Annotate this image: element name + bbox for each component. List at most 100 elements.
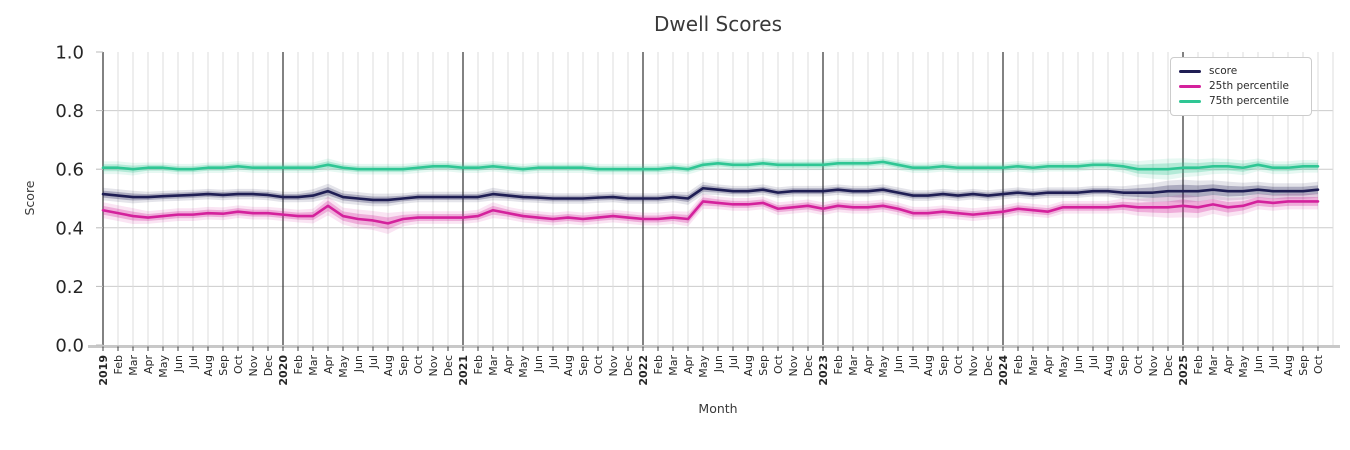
x-tick-label: Nov	[607, 355, 620, 377]
x-tick-label: Mar	[307, 355, 320, 376]
x-tick-label: Dec	[802, 355, 815, 376]
series-lines	[101, 160, 1320, 225]
x-tick-label: May	[157, 355, 170, 378]
x-tick-label: Jun	[1252, 355, 1265, 373]
p75-line-swatch	[1179, 100, 1201, 103]
x-axis-label: Month	[698, 401, 738, 416]
x-tick-label: Nov	[787, 355, 800, 377]
confidence-band-outer	[103, 193, 1318, 234]
legend: score 25th percentile 75th percentile	[1170, 57, 1312, 116]
x-tick-label: Jun	[352, 355, 365, 373]
x-tick-label: Aug	[1282, 355, 1295, 376]
x-tick-label: Jul	[907, 355, 920, 369]
x-tick-label: Apr	[862, 355, 875, 375]
x-tick-label: Mar	[1207, 355, 1220, 376]
x-tick-label: Feb	[292, 355, 305, 374]
x-tick-label: Jul	[727, 355, 740, 369]
x-tick-label: Apr	[142, 355, 155, 375]
x-tick-label: Sep	[1297, 355, 1310, 376]
p25-line-swatch	[1179, 85, 1201, 88]
x-tick-label: Jul	[1087, 355, 1100, 369]
y-tick-label: 0.6	[55, 160, 84, 181]
x-tick-label: Aug	[382, 355, 395, 376]
x-tick-label: Apr	[1042, 355, 1055, 375]
x-axis-ticks: 2019 Feb Mar Apr May Jun Jul Aug Sep Oct Nov Dec 202…	[97, 346, 1325, 386]
x-tick-label: Oct	[592, 354, 605, 374]
x-tick-label: Aug	[562, 355, 575, 376]
x-tick-label: Apr	[682, 355, 695, 375]
x-tick-label: Mar	[1027, 355, 1040, 376]
y-tick-label: 0.4	[55, 218, 84, 239]
series-line-25th-percentile	[101, 200, 1320, 225]
x-tick-label: May	[517, 355, 530, 378]
legend-label: 25th percentile	[1209, 80, 1289, 92]
y-axis-ticks: 0.0 0.2 0.4 0.6 0.8 1.0	[55, 43, 103, 357]
y-tick-label: 1.0	[55, 43, 84, 64]
x-tick-label: Oct	[772, 354, 785, 374]
x-tick-label: Jul	[547, 355, 560, 369]
x-tick-label: Mar	[667, 355, 680, 376]
confidence-band-inner	[103, 197, 1318, 230]
x-tick-label: Mar	[127, 355, 140, 376]
confidence-band-outer	[103, 179, 1318, 207]
x-tick-label: May	[697, 355, 710, 378]
legend-label: score	[1209, 65, 1238, 77]
x-tick-label: Oct	[1312, 354, 1325, 374]
x-tick-label: Feb	[652, 355, 665, 374]
x-tick-label: Mar	[487, 355, 500, 376]
y-tick-label: 0.8	[55, 101, 84, 122]
x-tick-label: Aug	[742, 355, 755, 376]
x-tick-label: Aug	[202, 355, 215, 376]
x-tick-label: Dec	[982, 355, 995, 376]
x-tick-label: Nov	[967, 355, 980, 377]
x-tick-label: Dec	[442, 355, 455, 376]
x-tick-label: Feb	[832, 355, 845, 374]
x-tick-label: Jun	[712, 355, 725, 373]
x-tick-label: May	[1237, 355, 1250, 378]
x-tick-label: Apr	[1222, 355, 1235, 375]
x-tick-label: Oct	[1132, 354, 1145, 374]
x-tick-label: May	[1057, 355, 1070, 378]
legend-item-75th-percentile: 75th percentile	[1179, 94, 1303, 109]
x-tick-label: Feb	[112, 355, 125, 374]
series-line-score	[101, 186, 1320, 202]
x-tick-label: Jul	[187, 355, 200, 369]
grid-layer	[88, 52, 1340, 348]
confidence-band-inner	[103, 158, 1318, 176]
x-tick-label: Jun	[532, 355, 545, 373]
x-tick-label: 2019	[97, 355, 110, 386]
x-tick-label: Jun	[172, 355, 185, 373]
x-tick-label: Dec	[622, 355, 635, 376]
x-tick-label: Sep	[217, 355, 230, 376]
x-tick-label: Aug	[922, 355, 935, 376]
x-tick-label: Apr	[502, 355, 515, 375]
x-tick-label: Oct	[412, 354, 425, 374]
legend-item-score: score	[1179, 64, 1303, 79]
x-tick-label: 2020	[277, 355, 290, 386]
x-tick-label: Sep	[397, 355, 410, 376]
x-tick-label: Feb	[1192, 355, 1205, 374]
legend-item-25th-percentile: 25th percentile	[1179, 79, 1303, 94]
score-line-swatch	[1179, 70, 1201, 73]
chart-title: Dwell Scores	[654, 12, 782, 36]
x-tick-label: Apr	[322, 355, 335, 375]
x-tick-label: Jul	[1267, 355, 1280, 369]
x-tick-label: Oct	[952, 354, 965, 374]
x-tick-label: Mar	[847, 355, 860, 376]
x-tick-label: Dec	[262, 355, 275, 376]
x-tick-label: Nov	[247, 355, 260, 377]
y-tick-label: 0.2	[55, 277, 84, 298]
x-tick-label: Dec	[1162, 355, 1175, 376]
x-tick-label: Jul	[367, 355, 380, 369]
x-tick-label: Sep	[937, 355, 950, 376]
x-tick-label: Sep	[757, 355, 770, 376]
x-tick-label: Jun	[1072, 355, 1085, 373]
x-tick-label: Feb	[1012, 355, 1025, 374]
confidence-band-outer	[103, 156, 1318, 180]
x-tick-label: May	[877, 355, 890, 378]
x-tick-label: Oct	[232, 354, 245, 374]
x-tick-label: Nov	[1147, 355, 1160, 377]
y-tick-label: 0.0	[55, 336, 84, 357]
x-tick-label: Aug	[1102, 355, 1115, 376]
